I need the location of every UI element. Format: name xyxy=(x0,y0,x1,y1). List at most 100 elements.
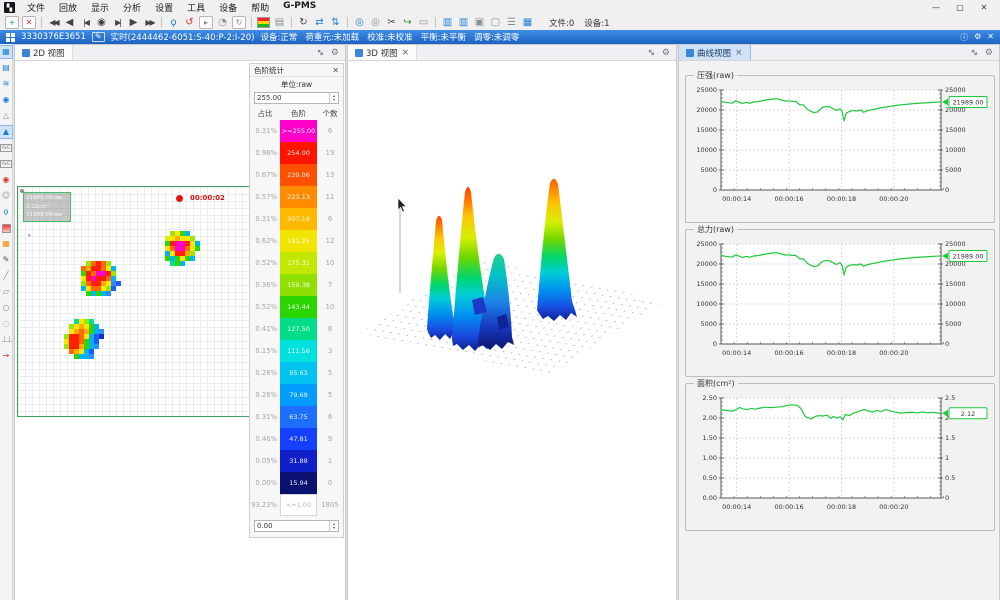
rail-dotted-circle-button[interactable]: ◌ xyxy=(0,318,12,330)
rail-prism-button[interactable]: ▲ xyxy=(0,126,12,138)
minimize-button[interactable]: — xyxy=(924,1,948,14)
close-view-button[interactable]: ✕ xyxy=(22,16,36,29)
tab-curve-close-icon[interactable]: × xyxy=(735,48,743,58)
rail-2d-view-button[interactable]: ▦ xyxy=(0,46,12,58)
layout-columns-button[interactable]: ▥ xyxy=(441,16,454,29)
left-tool-rail: ▦ ▤ ≋ ◉ △ ▲ AVG AVG ◉ ☺ ϙ ▦ ✎ ╱ ▱ ○ ◌ ⊥⊥ → xyxy=(0,44,13,600)
step-back-button[interactable]: ◀ xyxy=(63,16,76,29)
statusbar-settings-icon[interactable]: ⚙ xyxy=(974,32,981,43)
menu-显示[interactable]: 显示 xyxy=(84,0,116,15)
swap-button[interactable]: ⇄ xyxy=(313,16,326,29)
rail-line-button[interactable]: ╱ xyxy=(0,270,12,282)
menu-分析[interactable]: 分析 xyxy=(116,0,148,15)
menu-设备[interactable]: 设备 xyxy=(212,0,244,15)
svg-text:0.5: 0.5 xyxy=(945,474,955,482)
marker-pin-button[interactable]: ϙ xyxy=(167,16,180,29)
statusbar-close-icon[interactable]: ✕ xyxy=(987,32,994,43)
region-button[interactable]: ▭ xyxy=(417,16,430,29)
toolbar-counters: 文件:0 设备:1 xyxy=(549,17,610,29)
rail-palette-button[interactable]: ▦ xyxy=(0,238,12,250)
skip-start-button[interactable]: |◀ xyxy=(79,16,92,29)
panel-settings-icon[interactable]: ⚙ xyxy=(985,48,993,58)
rail-avg-frame-button[interactable]: AVG xyxy=(0,142,12,154)
rail-gradient-button[interactable] xyxy=(0,222,12,234)
rail-export-button[interactable]: → xyxy=(0,350,12,362)
fast-forward-button[interactable]: ▶▶ xyxy=(143,16,156,29)
close-button[interactable]: ✕ xyxy=(972,1,996,14)
rail-probe-button[interactable]: ϙ xyxy=(0,206,12,218)
list-button[interactable]: ☰ xyxy=(505,16,518,29)
spinner-icons[interactable]: ▴▾ xyxy=(329,93,338,103)
skip-end-button[interactable]: ▶| xyxy=(111,16,124,29)
edit-session-icon[interactable]: ✎ xyxy=(92,32,105,43)
target-button[interactable]: ◎ xyxy=(369,16,382,29)
color-stats-close-icon[interactable]: ✕ xyxy=(332,66,339,75)
rail-avg-time-button[interactable]: AVG xyxy=(0,158,12,170)
session-info: 实时(2444462-6051:S-40:P-2:I-20) xyxy=(111,31,255,43)
area-chart[interactable]: 0.0000.500.51.0011.501.52.0022.502.500:0… xyxy=(687,392,993,522)
svg-text:1.00: 1.00 xyxy=(703,454,717,462)
tab-3d-view[interactable]: 3D 视图 × xyxy=(348,45,417,60)
clipboard-button[interactable]: ▤ xyxy=(273,16,286,29)
menu-G-PMS[interactable]: G-PMS xyxy=(276,0,323,15)
3d-surface-canvas[interactable] xyxy=(348,61,678,600)
panel-settings-icon[interactable]: ⚙ xyxy=(662,48,670,58)
sort-button[interactable]: ⇅ xyxy=(329,16,342,29)
toolbar-separator xyxy=(347,17,348,28)
tab-3d-close-icon[interactable]: × xyxy=(402,48,410,58)
main-toolbar: +✕◀◀◀|◀◉▶|▶▶▶ϙ↺▸◔↻▤↻⇄⇅◎◎✂↪▭▥▥▣▢☰▦ 文件:0 设… xyxy=(0,15,1000,30)
rail-layers-button[interactable]: ≋ xyxy=(0,78,12,90)
tooltip-drag-handle[interactable] xyxy=(20,189,24,193)
layout-grid2-button[interactable]: ▥ xyxy=(457,16,470,29)
target-active-button[interactable]: ◎ xyxy=(353,16,366,29)
cut-button[interactable]: ✂ xyxy=(385,16,398,29)
rail-record-button[interactable]: ◉ xyxy=(0,174,12,186)
rotate-button[interactable]: ↻ xyxy=(297,16,310,29)
stop-record-button[interactable]: ◉ xyxy=(95,16,108,29)
rail-polygon-button[interactable]: ▱ xyxy=(0,286,12,298)
rail-target-button[interactable]: ◉ xyxy=(0,94,12,106)
total-force-chart[interactable]: 0050005000100001000015000150002000020000… xyxy=(687,238,993,368)
layout-frame-button[interactable]: ▣ xyxy=(473,16,486,29)
menu-工具[interactable]: 工具 xyxy=(180,0,212,15)
grid-button[interactable]: ▦ xyxy=(521,16,534,29)
export-button[interactable]: ↪ xyxy=(401,16,414,29)
maximize-button[interactable]: ▢ xyxy=(948,1,972,14)
pressure-chart[interactable]: 0050005000100001000015000150002000020000… xyxy=(687,84,993,214)
rail-quad-view-button[interactable]: ▤ xyxy=(0,62,12,74)
statusbar-info-icon[interactable]: ⓘ xyxy=(960,32,968,43)
rail-prism-outline-button[interactable]: △ xyxy=(0,110,12,122)
tab-curve-view[interactable]: 曲线视图 × xyxy=(679,45,751,60)
tab-2d-view[interactable]: 2D 视图 xyxy=(15,45,73,60)
fast-backward-button[interactable]: ◀◀ xyxy=(47,16,60,29)
rail-profile-button[interactable]: ☺ xyxy=(0,190,12,202)
display-button[interactable]: ▢ xyxy=(489,16,502,29)
max-value-input[interactable]: 255.00 ▴▾ xyxy=(254,92,339,104)
color-scale-button[interactable] xyxy=(257,17,270,28)
panel-settings-icon[interactable]: ⚙ xyxy=(331,48,339,58)
color-level-chip: 159.38 xyxy=(280,274,317,296)
add-view-button[interactable]: + xyxy=(5,16,19,29)
play-button[interactable]: ▶ xyxy=(127,16,140,29)
menu-文件[interactable]: 文件 xyxy=(20,0,52,15)
tab-curve-label: 曲线视图 xyxy=(697,47,731,59)
speed-gauge-button[interactable]: ◔ xyxy=(216,16,229,29)
video-button[interactable]: ▸ xyxy=(199,16,213,29)
svg-text:5000: 5000 xyxy=(700,166,717,174)
expand-panel-icon[interactable]: ↔ xyxy=(314,46,326,58)
menu-设置[interactable]: 设置 xyxy=(148,0,180,15)
loop-button[interactable]: ↺ xyxy=(183,16,196,29)
replay-video-button[interactable]: ↻ xyxy=(232,16,246,29)
pressure-heatmap[interactable]: 21989.00raw 2.12cm² 21989.00raw ▾ 00:00:… xyxy=(17,186,250,417)
rail-posts-button[interactable]: ⊥⊥ xyxy=(0,334,12,346)
menu-帮助[interactable]: 帮助 xyxy=(244,0,276,15)
view-2d-icon xyxy=(22,49,30,57)
expand-panel-icon[interactable]: ↔ xyxy=(968,46,980,58)
menu-回放[interactable]: 回放 xyxy=(52,0,84,15)
rail-pencil-button[interactable]: ✎ xyxy=(0,254,12,266)
spinner-icons[interactable]: ▴▾ xyxy=(329,521,338,531)
min-value-input[interactable]: 0.00 ▴▾ xyxy=(254,520,339,532)
expand-panel-icon[interactable]: ↔ xyxy=(645,46,657,58)
rail-circle-button[interactable]: ○ xyxy=(0,302,12,314)
svg-text:00:00:18: 00:00:18 xyxy=(827,503,856,511)
